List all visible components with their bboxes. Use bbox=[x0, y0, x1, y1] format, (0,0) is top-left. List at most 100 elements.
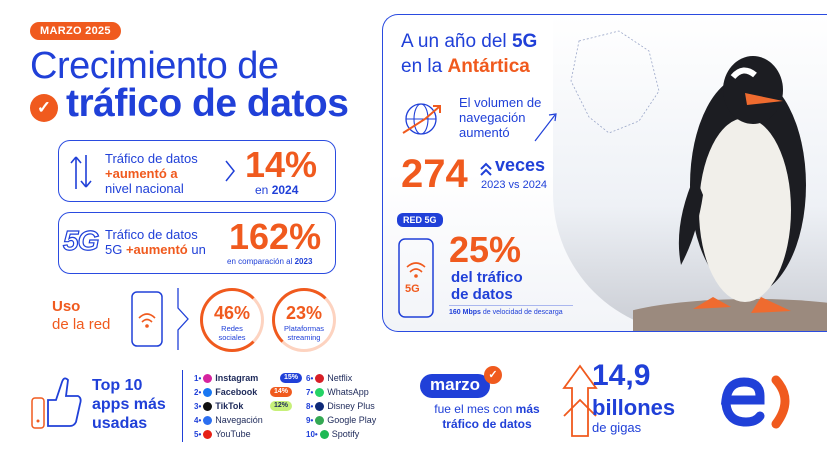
app-name: Netflix bbox=[327, 373, 353, 383]
penguin-illustration bbox=[633, 56, 827, 331]
app-row: 8• Disney Plus bbox=[306, 399, 386, 413]
usage-social-label2: sociales bbox=[218, 333, 246, 342]
entel-logo bbox=[720, 375, 790, 429]
national-line2: +aumentó a bbox=[105, 166, 178, 181]
spotify-icon bbox=[319, 430, 329, 440]
app-name: TikTok bbox=[215, 401, 244, 411]
total-value: 14,9 bbox=[592, 359, 651, 392]
national-caption-prefix: en bbox=[255, 183, 269, 197]
share-line1: del tráfico bbox=[451, 269, 523, 286]
5g-value: 162% bbox=[229, 216, 322, 257]
disney-plus-icon bbox=[315, 402, 325, 412]
app-share-pill: 15% bbox=[279, 373, 302, 383]
date-tag: MARZO 2025 bbox=[30, 22, 121, 40]
national-line3: nivel nacional bbox=[105, 181, 184, 196]
instagram-icon bbox=[203, 374, 213, 384]
share-value: 25% bbox=[449, 229, 522, 270]
speed-divider bbox=[449, 305, 573, 306]
app-name: Navegación bbox=[215, 415, 263, 425]
app-name: Instagram bbox=[215, 373, 259, 383]
app-name: YouTube bbox=[215, 429, 251, 439]
5g-line2-prefix: 5G bbox=[105, 242, 123, 257]
youtube-icon bbox=[203, 430, 213, 440]
up-down-arrows-icon bbox=[70, 155, 92, 189]
app-rank: 4• bbox=[194, 416, 202, 425]
antarctica-panel: A un año del 5G en la Antártica El volum… bbox=[382, 14, 827, 332]
march-line1-bold: más bbox=[515, 402, 540, 416]
app-rank: 9• bbox=[306, 416, 314, 425]
whatsapp-icon bbox=[315, 388, 325, 398]
app-rank: 3• bbox=[194, 402, 202, 411]
total-line1: billones bbox=[592, 395, 676, 420]
app-row: 9• Google Play bbox=[306, 413, 386, 427]
page-title-line1: Crecimiento de bbox=[30, 45, 279, 87]
5g-line2-suffix: un bbox=[191, 242, 206, 257]
app-name: Google Play bbox=[327, 415, 377, 425]
app-row: 6• Netflix bbox=[306, 371, 386, 385]
double-chevron-up-icon bbox=[480, 162, 492, 176]
5g-traffic-card: 5G Tráfico de datos 5G +aumentó un 162% … bbox=[58, 212, 336, 274]
5g-caption-year: 2023 bbox=[294, 257, 313, 266]
times-label: veces bbox=[495, 155, 546, 175]
usage-label-line2: de la red bbox=[52, 316, 111, 333]
trend-arrow-icon bbox=[534, 113, 557, 142]
usage-streaming-label2: streaming bbox=[287, 333, 321, 342]
app-share-pill: 14% bbox=[269, 387, 292, 397]
app-rank: 2• bbox=[194, 388, 202, 397]
share-line2: de datos bbox=[451, 286, 513, 303]
usage-streaming-value: 23% bbox=[285, 303, 323, 323]
volume-line1: El volumen de bbox=[459, 95, 542, 110]
check-icon: ✓ bbox=[30, 94, 58, 122]
phone-wifi-icon bbox=[131, 291, 163, 347]
globe-arrow-icon bbox=[402, 103, 441, 135]
top-apps-title2: apps más bbox=[92, 396, 166, 413]
chevron-right-icon bbox=[177, 288, 189, 350]
app-name: WhatsApp bbox=[327, 387, 369, 397]
antarctica-title-bold: 5G bbox=[511, 31, 538, 52]
app-rank: 6• bbox=[306, 374, 314, 383]
chevron-right-icon bbox=[225, 160, 235, 182]
phone-5g-label: 5G bbox=[405, 283, 420, 295]
tiktok-icon bbox=[203, 402, 213, 412]
national-traffic-card: Tráfico de datos +aumentó a nivel nacion… bbox=[58, 140, 336, 202]
times-value: 274 bbox=[401, 152, 468, 196]
antarctica-title-line2-bold: Antártica bbox=[447, 56, 530, 77]
phone-5g-icon bbox=[398, 238, 434, 318]
app-name: Facebook bbox=[215, 387, 258, 397]
app-rank: 7• bbox=[306, 388, 314, 397]
top-apps-title3: usadas bbox=[92, 415, 148, 432]
volume-line3: aumentó bbox=[459, 125, 510, 140]
thumbs-up-phone-icon bbox=[31, 377, 82, 429]
march-line1-prefix: fue el mes con bbox=[434, 402, 513, 416]
national-caption-year: 2024 bbox=[271, 183, 299, 197]
google-play-icon bbox=[315, 416, 325, 426]
volume-line2: navegación bbox=[459, 110, 526, 125]
app-rank: 10• bbox=[306, 430, 318, 439]
page-title-line2: tráfico de datos bbox=[66, 82, 349, 125]
app-row: 5• YouTube bbox=[194, 427, 302, 441]
usage-label-line1: Uso bbox=[52, 298, 81, 315]
navigation-icon bbox=[203, 416, 213, 426]
antarctica-title-line2-prefix: en la bbox=[401, 56, 443, 77]
app-row: 2• Facebook 14% bbox=[194, 385, 302, 399]
app-rank: 1• bbox=[194, 374, 202, 383]
times-caption: 2023 vs 2024 bbox=[481, 179, 548, 191]
usage-social-label1: Redes bbox=[221, 324, 243, 333]
app-share-pill: 12% bbox=[269, 401, 292, 411]
usage-streaming-ring: 23% Plataformas streaming bbox=[272, 288, 336, 352]
5g-line1: Tráfico de datos bbox=[105, 227, 198, 242]
national-line1: Tráfico de datos bbox=[105, 151, 198, 166]
top-apps-title1: Top 10 bbox=[92, 377, 143, 394]
app-name: Disney Plus bbox=[327, 401, 375, 411]
total-line2: de gigas bbox=[592, 420, 642, 435]
antarctica-map-icon bbox=[570, 30, 660, 134]
app-row: 3• TikTok 12% bbox=[194, 399, 302, 413]
apps-list-right: 6• Netflix 7• WhatsApp 8• Disney Plus 9• Goo… bbox=[306, 371, 386, 441]
app-row: 4• Navegación bbox=[194, 413, 302, 427]
5g-caption-prefix: en comparación al bbox=[227, 257, 293, 266]
apps-list-left: 1• Instagram 15% 2• Facebook 14% 3• TikTok … bbox=[194, 371, 302, 441]
usage-social-ring: 46% Redes sociales bbox=[200, 288, 264, 352]
speed-bold: 160 Mbps bbox=[449, 309, 481, 316]
growth-arrow-icon bbox=[562, 364, 598, 437]
antarctica-title-prefix: A un año del bbox=[401, 31, 507, 52]
